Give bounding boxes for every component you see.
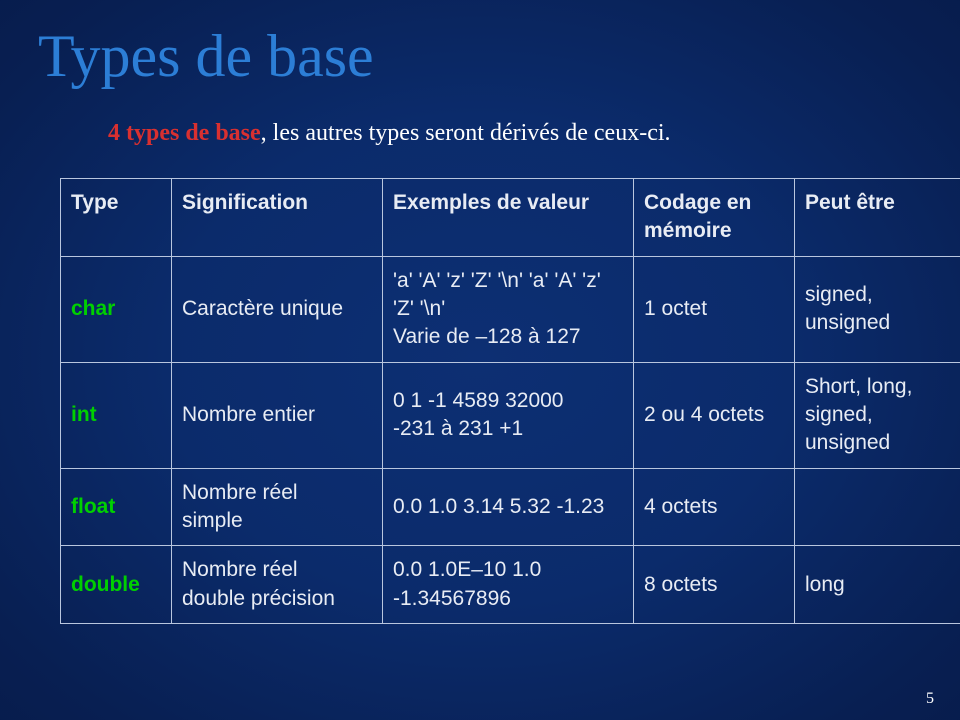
types-table: Type Signification Exemples de valeur Co… xyxy=(60,178,960,624)
subtitle-lead: 4 types de base xyxy=(108,120,261,146)
cell-codage: 1 octet xyxy=(634,256,795,362)
cell-type: double xyxy=(61,546,172,624)
cell-peut xyxy=(795,468,960,546)
cell-exemples: 0.0 1.0 3.14 5.32 -1.23 xyxy=(383,468,634,546)
cell-signification: Caractère unique xyxy=(172,256,383,362)
table-header-row: Type Signification Exemples de valeur Co… xyxy=(61,179,960,257)
table-row: char Caractère unique 'a' 'A' 'z' 'Z' '\… xyxy=(61,256,960,362)
table-row: float Nombre réelsimple 0.0 1.0 3.14 5.3… xyxy=(61,468,960,546)
col-header-type: Type xyxy=(61,179,172,257)
table-row: double Nombre réeldouble précision 0.0 1… xyxy=(61,546,960,624)
cell-exemples: 'a' 'A' 'z' 'Z' '\n' 'a' 'A' 'z' 'Z' '\n… xyxy=(383,256,634,362)
cell-type: char xyxy=(61,256,172,362)
slide-subtitle: 4 types de base, les autres types seront… xyxy=(108,120,671,147)
cell-signification: Nombre entier xyxy=(172,362,383,468)
col-header-peut: Peut être xyxy=(795,179,960,257)
cell-codage: 4 octets xyxy=(634,468,795,546)
page-number: 5 xyxy=(926,690,934,708)
types-table-wrap: Type Signification Exemples de valeur Co… xyxy=(60,178,898,624)
table-row: int Nombre entier 0 1 -1 4589 32000 -231… xyxy=(61,362,960,468)
col-header-exemples: Exemples de valeur xyxy=(383,179,634,257)
cell-signification: Nombre réeldouble précision xyxy=(172,546,383,624)
cell-peut: Short, long, signed,unsigned xyxy=(795,362,960,468)
subtitle-rest: , les autres types seront dérivés de ceu… xyxy=(261,120,671,146)
cell-codage: 2 ou 4 octets xyxy=(634,362,795,468)
cell-exemples: 0 1 -1 4589 32000 -231 à 231 +1 xyxy=(383,362,634,468)
cell-type: int xyxy=(61,362,172,468)
col-header-signification: Signification xyxy=(172,179,383,257)
cell-peut: signed,unsigned xyxy=(795,256,960,362)
slide-root: Types de base 4 types de base, les autre… xyxy=(0,0,960,720)
cell-signification: Nombre réelsimple xyxy=(172,468,383,546)
col-header-codage: Codage en mémoire xyxy=(634,179,795,257)
slide-title: Types de base xyxy=(38,22,374,91)
cell-codage: 8 octets xyxy=(634,546,795,624)
cell-peut: long xyxy=(795,546,960,624)
cell-exemples: 0.0 1.0E–10 1.0 -1.34567896 xyxy=(383,546,634,624)
cell-type: float xyxy=(61,468,172,546)
